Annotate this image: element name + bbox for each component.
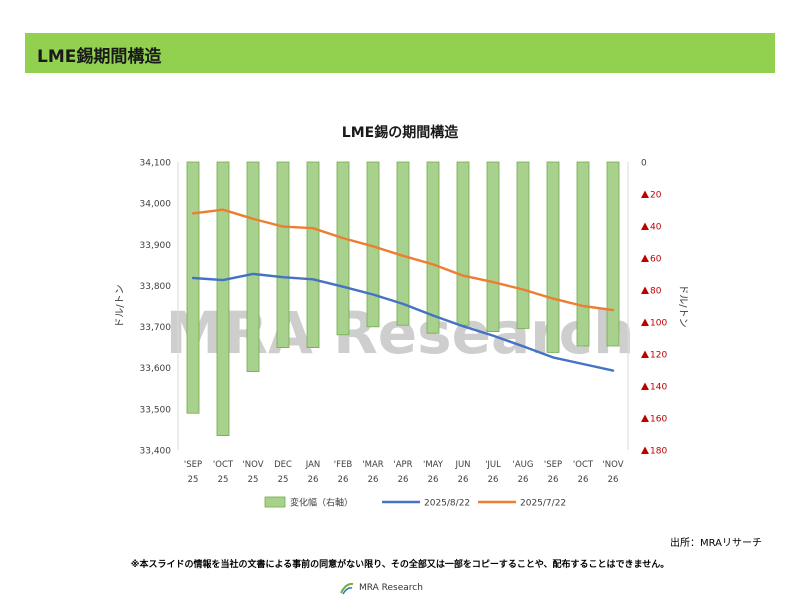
x-tick-label-month-13: 'OCT <box>573 460 594 470</box>
bar-change-3 <box>276 161 290 349</box>
y-right-tick-label-3: 60 <box>650 255 662 265</box>
series-line-2 <box>191 208 615 312</box>
x-tick-label-month-0: 'SEP <box>184 460 202 470</box>
y-left-tick-label-7: 34,100 <box>140 159 172 169</box>
page-title: LME錫期間構造 <box>37 47 162 67</box>
y-right-tick-label-0: 0 <box>641 159 647 169</box>
x-tick-label-month-12: 'SEP <box>544 460 562 470</box>
x-tick-label-month-9: JUN <box>454 460 470 470</box>
y-right-tick-label-6: 120 <box>650 351 667 361</box>
x-tick-label-year-8: 26 <box>428 475 439 485</box>
x-tick-label-year-6: 26 <box>368 475 379 485</box>
bar-change-12 <box>546 161 560 353</box>
x-tick-label-year-2: 25 <box>248 475 259 485</box>
logo-swoosh-icon <box>340 582 354 595</box>
y-axis-left-title: ドル/トン <box>115 284 126 327</box>
bar-change-14 <box>606 161 620 347</box>
y-left-tick-label-0: 33,400 <box>140 447 172 457</box>
x-tick-label-month-5: 'FEB <box>334 460 353 470</box>
y-right-tick-label-2: 40 <box>650 223 662 233</box>
bar-change-5 <box>336 161 350 336</box>
bar-change-9 <box>456 161 470 326</box>
x-tick-label-month-4: JAN <box>305 460 321 470</box>
x-tick-label-year-14: 26 <box>608 475 619 485</box>
negative-triangle-icon-8 <box>641 414 649 422</box>
negative-triangle-icon-1 <box>641 190 649 198</box>
y-left-tick-label-3: 33,700 <box>140 323 172 333</box>
x-tick-label-month-14: 'NOV <box>602 460 623 470</box>
bar-change-7 <box>396 161 410 326</box>
y-right-tick-label-4: 80 <box>650 287 662 297</box>
y-right-tick-label-8: 160 <box>650 415 667 425</box>
legend-label-series-b: 2025/7/22 <box>520 499 566 509</box>
y-left-tick-label-2: 33,600 <box>140 364 172 374</box>
y-right-tick-label-9: 180 <box>650 447 667 457</box>
chart-title: LME錫の期間構造 <box>342 124 458 141</box>
y-left-tick-label-6: 34,000 <box>140 200 172 210</box>
legend-label-series-a: 2025/8/22 <box>424 499 470 509</box>
copyright-notice: ※本スライドの情報を当社の文書による事前の同意がない限り、その全部又は一部をコピ… <box>130 560 670 570</box>
x-tick-label-year-10: 26 <box>488 475 499 485</box>
legend-swatch-bars <box>264 496 286 508</box>
bar-change-2 <box>246 161 260 373</box>
series-line-1 <box>191 272 615 372</box>
x-tick-label-year-9: 26 <box>458 475 469 485</box>
bar-change-8 <box>426 161 440 334</box>
x-tick-label-year-13: 26 <box>578 475 589 485</box>
company-logo: MRA Research <box>340 578 423 598</box>
negative-triangle-icon-6 <box>641 350 649 358</box>
source-note: 出所：MRAリサーチ <box>669 538 762 549</box>
negative-triangle-icon-3 <box>641 254 649 262</box>
negative-triangle-icon-9 <box>641 446 649 454</box>
y-right-tick-label-1: 20 <box>650 191 662 201</box>
y-right-tick-label-5: 100 <box>650 319 667 329</box>
negative-triangle-icon-7 <box>641 382 649 390</box>
legend-label-bars: 変化幅（右軸） <box>290 497 353 509</box>
x-tick-label-month-3: DEC <box>274 460 292 470</box>
x-tick-label-month-7: 'APR <box>393 460 412 470</box>
negative-triangle-icon-5 <box>641 318 649 326</box>
logo-text: MRA Research <box>359 583 423 593</box>
bar-change-0 <box>186 161 200 414</box>
x-tick-label-month-1: 'OCT <box>213 460 234 470</box>
y-left-tick-label-1: 33,500 <box>140 405 172 415</box>
bar-change-13 <box>576 161 590 347</box>
bar-change-10 <box>486 161 500 333</box>
x-tick-label-year-4: 26 <box>308 475 319 485</box>
x-tick-label-year-1: 25 <box>218 475 229 485</box>
x-tick-label-year-12: 26 <box>548 475 559 485</box>
x-tick-label-year-0: 25 <box>188 475 199 485</box>
x-tick-label-year-7: 26 <box>398 475 409 485</box>
x-tick-label-month-6: 'MAR <box>362 460 383 470</box>
x-tick-label-year-5: 26 <box>338 475 349 485</box>
y-right-tick-label-7: 140 <box>650 383 667 393</box>
negative-triangle-icon-4 <box>641 286 649 294</box>
x-tick-label-month-2: 'NOV <box>242 460 263 470</box>
x-tick-label-month-10: 'JUL <box>485 460 501 470</box>
header-bar: LME錫期間構造 <box>25 33 775 73</box>
y-left-tick-label-5: 33,900 <box>140 241 172 251</box>
negative-triangle-icon-2 <box>641 222 649 230</box>
bar-change-4 <box>306 161 320 349</box>
x-tick-label-month-8: 'MAY <box>423 460 444 470</box>
bar-change-11 <box>516 161 530 329</box>
y-left-tick-label-4: 33,800 <box>140 282 172 292</box>
y-axis-right-title: ドル/トン <box>677 284 688 327</box>
x-tick-label-month-11: 'AUG <box>513 460 534 470</box>
x-tick-label-year-11: 26 <box>518 475 529 485</box>
bar-change-1 <box>216 161 230 437</box>
x-tick-label-year-3: 25 <box>278 475 289 485</box>
